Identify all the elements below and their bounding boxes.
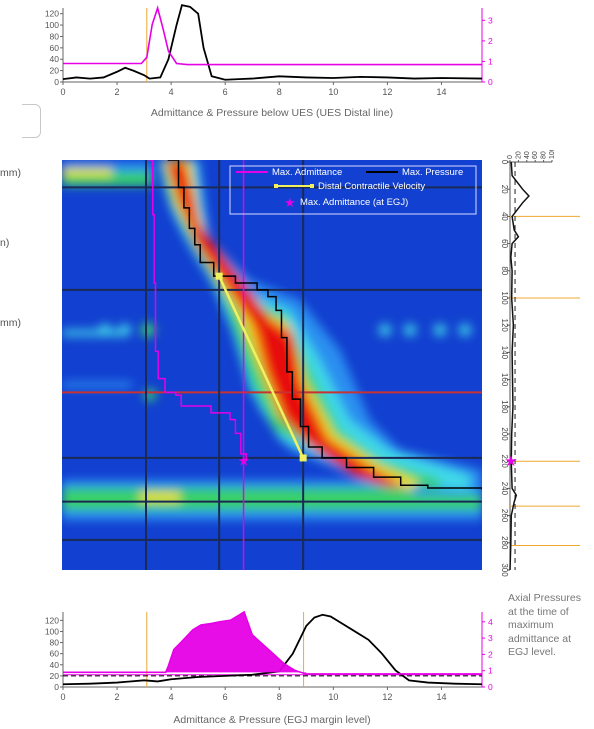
bottom-chart-plot: [62, 610, 483, 687]
y-tick-label: 40: [50, 54, 60, 64]
axial-y-tick-label: 200: [500, 427, 509, 441]
y-right-tick-label: 1: [488, 56, 493, 66]
axial-y-tick-label: 40: [500, 212, 509, 221]
y-right-tick-label: 0: [488, 77, 493, 87]
y-tick-label: 40: [50, 660, 60, 670]
y-tick-label: 120: [45, 9, 59, 19]
axial-y-tick-label: 120: [500, 319, 509, 333]
max-admittance-trace: [148, 160, 248, 461]
axial-pressure-profile: 0 20 40 60 80 1000204060801001201401601802002…: [500, 150, 580, 577]
y-tick-label: 80: [50, 31, 60, 41]
max-pressure-trace: [167, 160, 482, 490]
left-label-1: mm): [0, 167, 21, 179]
x-tick-label: 12: [382, 692, 392, 702]
axial-y-tick-label: 100: [500, 291, 509, 305]
axial-x-tick-label: 40: [524, 151, 531, 159]
legend-distal-contractile-velocity: Distal Contractile Velocity: [318, 181, 425, 192]
series-line: [62, 4, 483, 81]
collapse-tab[interactable]: [22, 104, 41, 138]
dcv-point: [299, 454, 307, 462]
y-right-tick-label: 0: [488, 682, 493, 692]
x-tick-label: 8: [277, 87, 282, 97]
y-tick-label: 80: [50, 638, 60, 648]
x-tick-label: 14: [436, 692, 446, 702]
legend-max-admittance-egj: Max. Admittance (at EGJ): [300, 197, 408, 208]
axial-y-tick-label: 280: [500, 536, 509, 550]
y-tick-label: 20: [50, 66, 60, 76]
admittance-heatmap-panel: mm) n) mm): [0, 150, 580, 577]
axial-y-tick-label: 60: [500, 239, 509, 248]
axial-x-tick-label: 80: [541, 151, 548, 159]
axial-y-tick-label: 180: [500, 400, 509, 414]
y-tick-label: 60: [50, 43, 60, 53]
x-tick-label: 4: [169, 692, 174, 702]
top-chart-plot: [62, 4, 483, 82]
axial-y-tick-label: 160: [500, 373, 509, 387]
heatmap-traces: ★: [148, 160, 482, 490]
admittance-area: [165, 612, 307, 674]
x-tick-label: 8: [277, 692, 282, 702]
left-label-2: n): [0, 237, 9, 249]
heatmap: ★: [62, 160, 482, 570]
x-tick-label: 10: [328, 87, 338, 97]
axial-y-tick-label: 140: [500, 346, 509, 360]
series-line: [63, 5, 482, 66]
axial-y-tick-label: 300: [500, 563, 509, 577]
x-tick-label: 0: [60, 692, 65, 702]
axial-x-tick-label: 20: [515, 151, 522, 159]
legend-max-admittance: Max. Admittance: [272, 167, 342, 178]
y-right-tick-label: 2: [488, 649, 493, 659]
heatmap-legend: Max. Admittance Max. Pressure Distal Con…: [229, 165, 477, 215]
axial-star-icon: ★: [504, 453, 517, 470]
legend-star-icon: ★: [284, 195, 296, 210]
y-right-tick-label: 3: [488, 633, 493, 643]
series-line: [62, 613, 483, 686]
y-tick-label: 120: [45, 615, 59, 625]
x-tick-label: 2: [115, 87, 120, 97]
y-right-tick-label: 1: [488, 666, 493, 676]
axial-y-tick-label: 0: [500, 160, 509, 165]
axial-y-tick-label: 20: [500, 185, 509, 194]
y-tick-label: 0: [54, 77, 59, 87]
x-tick-label: 12: [382, 87, 392, 97]
axial-y-tick-label: 260: [500, 509, 509, 523]
heatmap-grid-lines: [62, 160, 482, 570]
axial-x-tick-label: 100: [549, 150, 556, 159]
x-tick-label: 4: [169, 87, 174, 97]
x-tick-label: 14: [436, 87, 446, 97]
left-label-3: mm): [0, 317, 21, 329]
axial-pressure-note: Axial Pressures at the time of maximum a…: [508, 592, 581, 658]
y-right-tick-label: 3: [488, 15, 493, 25]
x-tick-label: 0: [60, 87, 65, 97]
bottom-x-axis-label: Admittance & Pressure (EGJ margin level): [173, 714, 370, 726]
egj-star-icon: ★: [238, 453, 251, 469]
y-right-tick-label: 4: [488, 617, 493, 627]
x-tick-label: 6: [223, 87, 228, 97]
y-tick-label: 0: [54, 682, 59, 692]
axial-y-tick-label: 220: [500, 455, 509, 469]
y-tick-label: 60: [50, 649, 60, 659]
y-tick-label: 100: [45, 626, 59, 636]
axial-x-tick-label: 60: [532, 151, 539, 159]
dcv-line: [218, 275, 305, 459]
x-tick-label: 2: [115, 692, 120, 702]
y-tick-label: 100: [45, 20, 59, 30]
dcv-point: [215, 272, 223, 280]
axial-y-tick-label: 80: [500, 266, 509, 275]
axial-x-tick-label: 0: [507, 155, 514, 159]
axial-pressure-line: [509, 161, 530, 571]
legend-max-pressure: Max. Pressure: [402, 167, 463, 178]
y-right-tick-label: 2: [488, 36, 493, 46]
x-tick-label: 6: [223, 692, 228, 702]
series-line: [63, 610, 482, 675]
y-tick-label: 20: [50, 671, 60, 681]
axial-y-tick-label: 240: [500, 482, 509, 496]
top-x-axis-label: Admittance & Pressure below UES (UES Dis…: [151, 107, 393, 119]
x-tick-label: 10: [328, 692, 338, 702]
